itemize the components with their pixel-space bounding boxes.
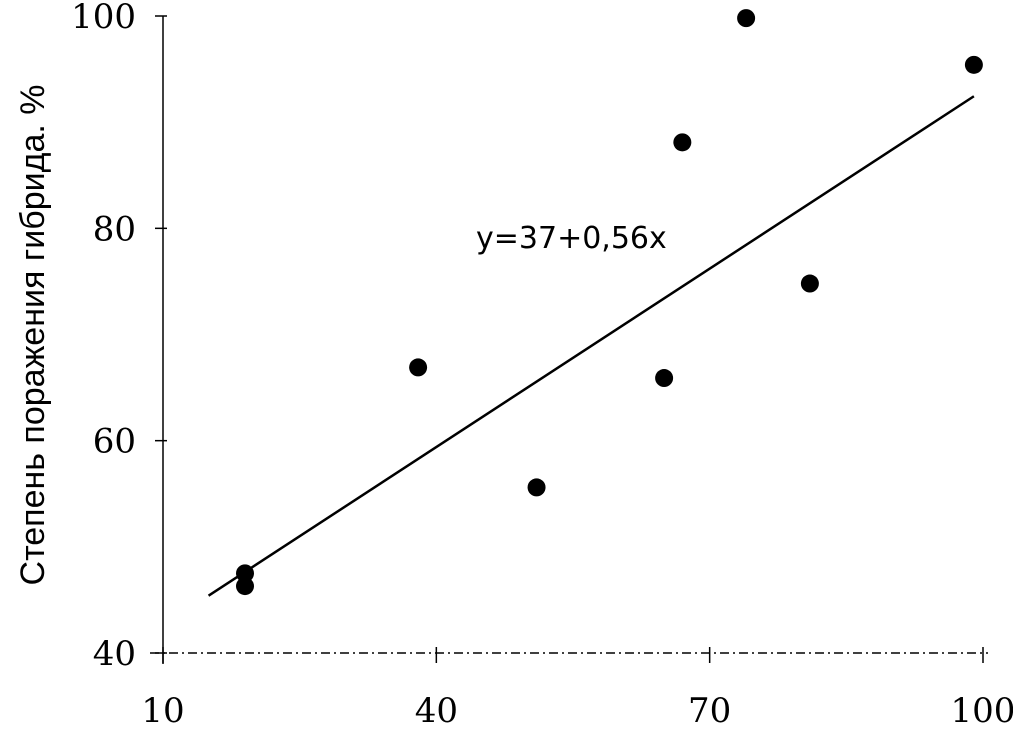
tick-marks — [155, 15, 984, 663]
x-tick-label: 10 — [141, 691, 184, 729]
data-point — [655, 369, 674, 388]
axes — [150, 16, 988, 664]
x-tick-label: 100 — [951, 691, 1013, 729]
y-tick-label: 100 — [71, 0, 136, 37]
trendline-equation: y=37+0,56x — [476, 221, 667, 256]
data-point — [236, 564, 254, 583]
data-point — [737, 9, 756, 28]
data-point — [236, 577, 254, 596]
data-point — [800, 274, 819, 293]
y-tick-label: 40 — [93, 634, 136, 674]
data-point — [964, 55, 983, 74]
x-tick-label: 70 — [688, 691, 731, 729]
trendline — [207, 95, 975, 597]
data-point — [527, 478, 546, 497]
y-tick-label: 60 — [93, 422, 136, 462]
y-tick-label: 80 — [93, 209, 136, 249]
data-point — [409, 358, 428, 377]
y-axis-label: Степень поражения гибрида. % — [14, 85, 52, 586]
data-point — [673, 133, 692, 152]
x-tick-label: 40 — [415, 691, 458, 729]
data-points — [236, 9, 983, 596]
